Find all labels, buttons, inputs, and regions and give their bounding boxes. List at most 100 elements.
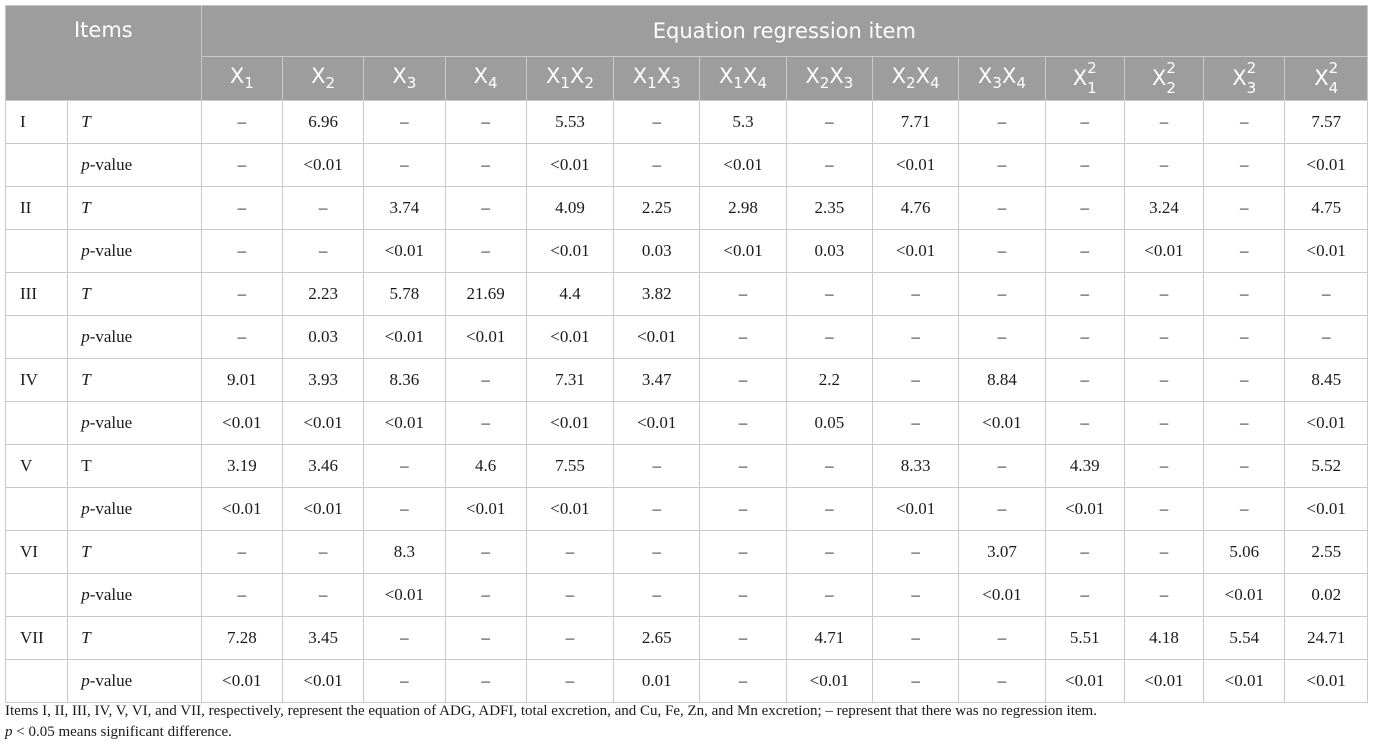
value-cell: <0.01 bbox=[785, 659, 874, 703]
table-row: p-value <0.01 <0.01 <0.01– <0.01 <0.01–0.05– <… bbox=[4, 401, 1368, 445]
term-subscript: 2 bbox=[325, 74, 336, 93]
value-cell: – bbox=[785, 487, 874, 531]
term-base: X bbox=[743, 64, 758, 89]
value-cell: – bbox=[363, 100, 446, 144]
column-header-term: X1 bbox=[633, 64, 657, 92]
value-cell: – bbox=[525, 530, 615, 574]
value-cell: <0.01 bbox=[1284, 401, 1368, 445]
item-label-empty bbox=[4, 229, 69, 273]
value-cell: – bbox=[785, 573, 874, 617]
value-cell: – bbox=[1203, 272, 1286, 316]
value-cell: 3.47 bbox=[613, 358, 701, 402]
item-label-empty bbox=[4, 659, 69, 703]
item-label-empty bbox=[4, 143, 69, 187]
value-cell: – bbox=[699, 401, 787, 445]
column-header-term: X1 bbox=[546, 64, 570, 92]
term-subscript: 4 bbox=[1328, 78, 1339, 97]
term-base: X bbox=[1314, 65, 1329, 90]
value-cell: 0.03 bbox=[785, 229, 874, 273]
value-cell: 4.75 bbox=[1284, 186, 1368, 230]
value-cell: – bbox=[444, 358, 527, 402]
value-cell: – bbox=[785, 530, 874, 574]
value-cell: – bbox=[1044, 143, 1125, 187]
column-header-term: X4 bbox=[1002, 64, 1026, 92]
value-cell: – bbox=[871, 530, 960, 574]
regression-table: Items Equation regression item X1 X2 X3 X4 X… bbox=[4, 5, 1369, 703]
table-row: IV T 9.01 3.93 8.36–7.31 3.47–2.2–8.84– – –8.45 bbox=[4, 358, 1368, 402]
value-cell: – bbox=[613, 530, 701, 574]
value-cell: – bbox=[1044, 401, 1125, 445]
value-cell: 0.02 bbox=[1284, 573, 1368, 617]
statistic-label: T bbox=[67, 100, 202, 144]
value-cell: 8.36 bbox=[363, 358, 446, 402]
value-cell: 3.45 bbox=[281, 616, 365, 660]
term-base: X bbox=[1152, 65, 1167, 90]
value-cell: <0.01 bbox=[1044, 487, 1125, 531]
statistic-label: T bbox=[67, 272, 202, 316]
value-cell: – bbox=[444, 659, 527, 703]
value-cell: 5.54 bbox=[1203, 616, 1286, 660]
statistic-label: p-value bbox=[67, 573, 202, 617]
footnote-items: Items I, II, III, IV, V, VI, and VII, re… bbox=[5, 703, 1097, 719]
value-cell: 6.96 bbox=[281, 100, 365, 144]
value-cell: <0.01 bbox=[200, 659, 283, 703]
column-header-term: X3 bbox=[978, 64, 1002, 92]
value-cell: – bbox=[613, 573, 701, 617]
value-cell: 5.78 bbox=[363, 272, 446, 316]
table-row: p-value – – <0.01– – – – – – <0.01– – <0.01 0.02 bbox=[4, 573, 1368, 617]
value-cell: 3.19 bbox=[200, 444, 283, 488]
term-subscript: 1 bbox=[733, 74, 744, 93]
value-cell: – bbox=[200, 229, 283, 273]
statistic-label: T bbox=[67, 358, 202, 402]
column-header-term: X2 bbox=[311, 64, 335, 92]
table-row: p-value – – <0.01– <0.01 0.03 <0.01 0.03 <0.01– –… bbox=[4, 229, 1368, 273]
term-superscript: 2 bbox=[1328, 59, 1339, 78]
value-cell: 7.55 bbox=[525, 444, 615, 488]
term-base: X bbox=[1072, 65, 1088, 90]
p-symbol: p bbox=[81, 671, 90, 690]
value-cell: – bbox=[1044, 358, 1125, 402]
term-subscript: 1 bbox=[1087, 78, 1097, 97]
value-cell: 3.93 bbox=[281, 358, 365, 402]
column-header: X1X4 bbox=[699, 56, 787, 101]
column-header-term: X4 bbox=[743, 64, 767, 92]
statistic-label: T bbox=[67, 530, 202, 574]
term-subscript: 2 bbox=[1166, 78, 1177, 97]
value-cell: 9.01 bbox=[200, 358, 283, 402]
term-subscript: 2 bbox=[906, 74, 916, 93]
value-cell: – bbox=[1044, 186, 1125, 230]
value-cell: 7.71 bbox=[871, 100, 960, 144]
value-cell: – bbox=[444, 229, 527, 273]
column-header-term: X2 bbox=[570, 64, 594, 92]
value-cell: – bbox=[1123, 100, 1205, 144]
term-subscript: 4 bbox=[1016, 74, 1026, 93]
value-cell: <0.01 bbox=[281, 401, 365, 445]
value-cell: <0.01 bbox=[363, 573, 446, 617]
value-cell: – bbox=[871, 616, 960, 660]
term-base: X bbox=[473, 64, 489, 89]
item-label: VI bbox=[4, 530, 69, 574]
column-header: X2X4 bbox=[871, 56, 960, 101]
value-cell: 2.25 bbox=[613, 186, 701, 230]
table-container: Items Equation regression item X1 X2 X3 X4 X… bbox=[4, 5, 1369, 703]
value-cell: 4.39 bbox=[1044, 444, 1125, 488]
value-cell: 8.3 bbox=[363, 530, 446, 574]
items-header: Items bbox=[5, 5, 202, 101]
column-header: X3 bbox=[363, 56, 446, 101]
value-cell: 2.2 bbox=[785, 358, 874, 402]
item-label-empty bbox=[4, 573, 69, 617]
value-cell: – bbox=[200, 315, 283, 359]
statistic-label: p-value bbox=[67, 659, 202, 703]
value-cell: – bbox=[200, 186, 283, 230]
value-cell: – bbox=[1203, 401, 1286, 445]
value-cell: – bbox=[1123, 358, 1205, 402]
value-cell: – bbox=[444, 401, 527, 445]
value-cell: 4.4 bbox=[525, 272, 615, 316]
value-cell: – bbox=[699, 616, 787, 660]
footnote-significance: p < 0.05 means significant difference. bbox=[5, 722, 1097, 743]
